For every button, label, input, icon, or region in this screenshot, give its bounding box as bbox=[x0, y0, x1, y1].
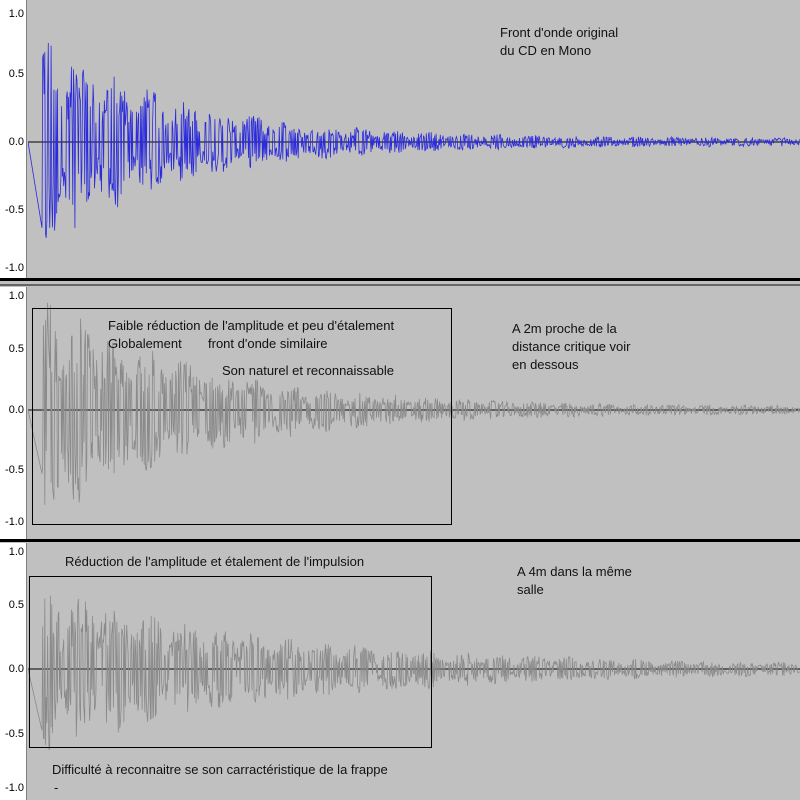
track-original[interactable]: 1.0 0.5 0.0 -0.5 -1.0 Front d'onde origi… bbox=[0, 0, 800, 278]
track-label-line: A 4m dans la même bbox=[517, 564, 632, 579]
waveform-path bbox=[28, 595, 800, 751]
box-text: Son naturel et reconnaissable bbox=[222, 363, 395, 378]
track-separator bbox=[0, 278, 800, 281]
track-separator bbox=[0, 539, 800, 542]
footer-mark: - bbox=[54, 780, 59, 795]
track-label-line: en dessous bbox=[512, 357, 579, 372]
tick-label: -0.5 bbox=[5, 464, 24, 476]
track-label-line: du CD en Mono bbox=[500, 43, 592, 58]
box-title: Réduction de l'amplitude et étalement de… bbox=[65, 554, 365, 569]
tick-label: -0.5 bbox=[5, 728, 24, 740]
tick-label: 1.0 bbox=[8, 290, 24, 302]
box-text: front d'onde similaire bbox=[208, 336, 328, 351]
tick-label: -0.5 bbox=[5, 204, 24, 216]
tick-label: -1.0 bbox=[5, 262, 24, 274]
tick-label: 1.0 bbox=[8, 8, 24, 20]
track-label-line: Front d'onde original bbox=[500, 25, 619, 40]
tick-label: -1.0 bbox=[5, 516, 24, 528]
tick-label: 0.0 bbox=[8, 136, 24, 148]
tick-label: 0.0 bbox=[8, 663, 24, 675]
tick-label: 0.5 bbox=[8, 343, 24, 355]
track-separator bbox=[0, 284, 800, 286]
track-2m[interactable]: 1.0 0.5 0.0 -0.5 -1.0 Faible réduction d… bbox=[0, 287, 800, 539]
tick-label: 0.5 bbox=[8, 599, 24, 611]
tick-label: 0.5 bbox=[8, 68, 24, 80]
box-text: Faible réduction de l'amplitude et peu d… bbox=[108, 318, 395, 333]
annotation-box bbox=[29, 576, 432, 748]
tick-label: 0.0 bbox=[8, 404, 24, 416]
tick-label: -1.0 bbox=[5, 782, 24, 794]
waveform-4m bbox=[28, 595, 800, 751]
amplitude-ruler: 1.0 0.5 0.0 -0.5 -1.0 bbox=[0, 287, 27, 539]
annotation-box bbox=[32, 308, 452, 525]
waveform-2m bbox=[28, 302, 800, 505]
track-label-line: salle bbox=[517, 582, 544, 597]
waveform-path bbox=[28, 302, 800, 505]
track-label-line: distance critique voir bbox=[512, 339, 631, 354]
track-4m[interactable]: 1.0 0.5 0.0 -0.5 -1.0 Réduction de l'amp… bbox=[0, 543, 800, 800]
waveform-original bbox=[28, 42, 800, 238]
tick-label: 1.0 bbox=[8, 546, 24, 558]
waveform-path bbox=[28, 42, 800, 238]
track-label-line: A 2m proche de la bbox=[512, 321, 617, 336]
footer-text: Difficulté à reconnaitre se son carracté… bbox=[52, 762, 388, 777]
box-text: Globalement bbox=[108, 336, 182, 351]
amplitude-ruler: 1.0 0.5 0.0 -0.5 -1.0 bbox=[0, 0, 27, 278]
amplitude-ruler: 1.0 0.5 0.0 -0.5 -1.0 bbox=[0, 543, 27, 800]
